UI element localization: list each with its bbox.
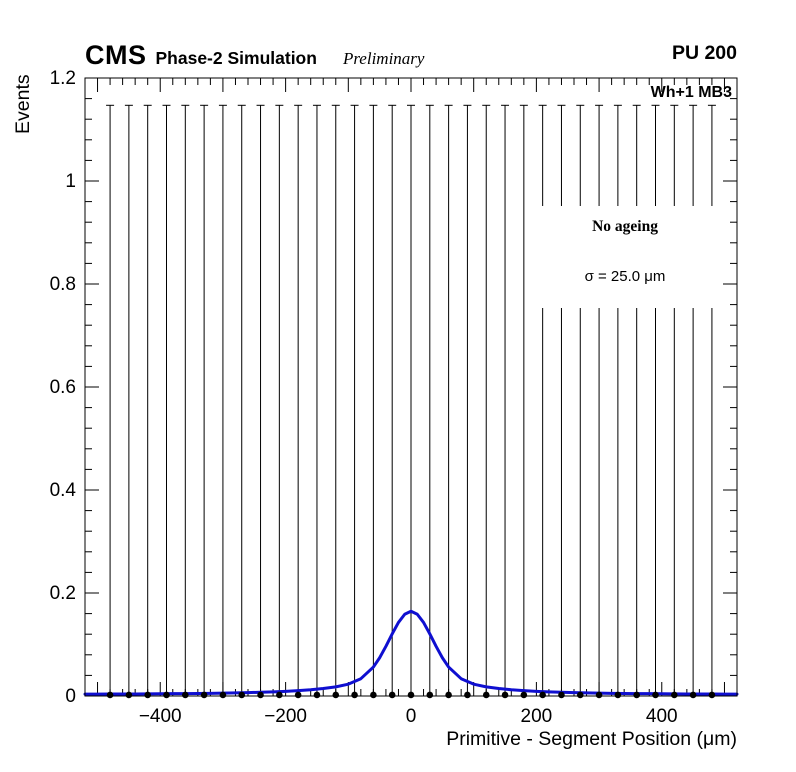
legend-title: No ageing [592, 218, 658, 235]
svg-text:0: 0 [406, 706, 417, 727]
pileup-label: PU 200 [671, 42, 737, 64]
x-tick-labels: −400 −200 0 200 400 [139, 706, 678, 727]
svg-text:0.2: 0.2 [50, 583, 76, 604]
legend-box: No ageing σ = 25.0 μm [530, 206, 720, 308]
y-tick-labels: 0 0.2 0.4 0.6 0.8 1 1.2 [50, 68, 77, 707]
svg-text:0: 0 [65, 686, 76, 707]
svg-text:0.6: 0.6 [50, 377, 76, 398]
experiment-label: CMS [85, 40, 147, 70]
preliminary-label: Preliminary [342, 49, 425, 68]
y-axis-title: Events [12, 74, 34, 134]
data-markers [106, 691, 716, 699]
svg-text:−400: −400 [139, 706, 182, 727]
svg-text:1.2: 1.2 [50, 68, 76, 89]
data-error-bars [106, 104, 716, 695]
svg-text:0.8: 0.8 [50, 274, 76, 295]
x-axis-title: Primitive - Segment Position (μm) [446, 728, 737, 750]
plot-frame [84, 77, 738, 697]
legend-sigma-value: σ = 25.0 μm [584, 268, 666, 285]
region-label: Wh+1 MB3 [650, 84, 732, 101]
header: CMS Phase-2 Simulation Preliminary [85, 40, 424, 71]
svg-text:0.4: 0.4 [50, 480, 77, 501]
simulation-label: Phase-2 Simulation [155, 48, 317, 68]
svg-text:1: 1 [65, 171, 76, 192]
svg-text:−200: −200 [264, 706, 307, 727]
svg-text:200: 200 [521, 706, 553, 727]
svg-text:400: 400 [646, 706, 678, 727]
